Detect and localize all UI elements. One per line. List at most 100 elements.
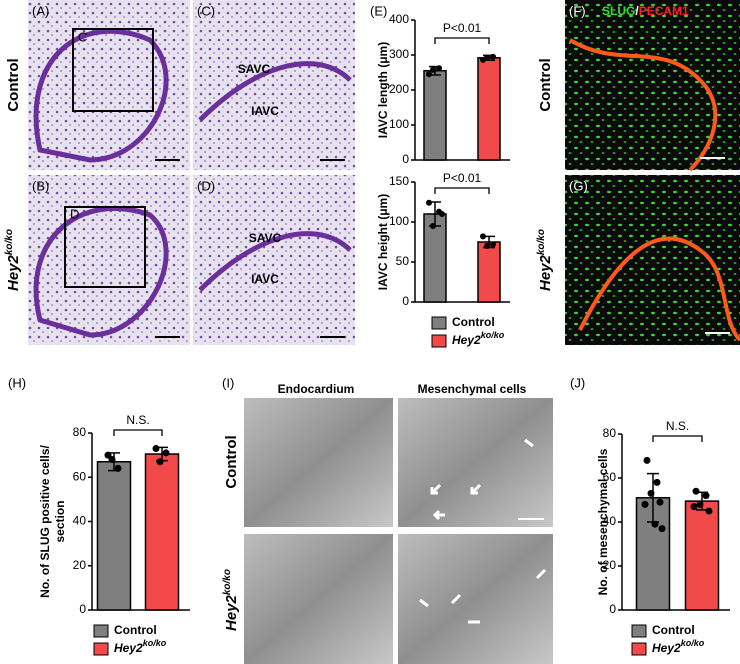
y-axis-label: section	[53, 500, 67, 542]
data-point	[656, 498, 664, 506]
data-point	[426, 199, 432, 206]
stain-slug: SLUG	[602, 4, 635, 18]
y-tick-label: 300	[389, 47, 409, 61]
region-label: SAVC	[238, 62, 271, 76]
legend-sup: ko/ko	[681, 638, 705, 648]
panel-label: (H)	[8, 375, 26, 390]
legend-swatch	[93, 624, 109, 638]
data-point	[692, 487, 700, 495]
data-point	[484, 243, 490, 249]
data-point	[490, 241, 496, 248]
legend-name: Control	[652, 623, 695, 637]
stain-slash: /	[635, 4, 639, 18]
y-tick-label: 60	[73, 469, 87, 483]
legend-sup: ko/ko	[481, 330, 505, 340]
y-tick-label: 0	[402, 294, 409, 308]
data-point	[430, 66, 436, 73]
panel-label: (B)	[32, 178, 49, 193]
bar	[477, 241, 501, 303]
y-tick-label: 150	[389, 174, 409, 188]
y-tick-label: 80	[603, 426, 617, 440]
row-label: Hey2ko/ko	[4, 229, 22, 291]
y-tick-label: 60	[603, 470, 617, 484]
data-point	[658, 525, 666, 533]
data-point	[702, 492, 710, 500]
region-label: SAVC	[249, 231, 282, 245]
annotation-bracket	[434, 187, 490, 194]
data-point	[156, 458, 164, 466]
legend-label: Hey2ko/ko	[652, 638, 705, 655]
fluorescence-panels	[565, 0, 740, 345]
legend-name: Hey2	[452, 333, 481, 347]
annotation: N.S.	[666, 419, 689, 433]
data-point	[643, 456, 651, 464]
stain-pecam: PECAM1	[639, 4, 689, 18]
bar	[477, 57, 501, 161]
legend-name: Control	[114, 623, 157, 637]
y-tick-label: 20	[603, 558, 617, 572]
y-tick-label: 50	[396, 254, 410, 268]
row-label-sup: ko/ko	[4, 229, 15, 255]
row-label: Hey2ko/ko	[222, 569, 240, 631]
legend-swatch	[431, 334, 447, 348]
y-tick-label: 40	[603, 514, 617, 528]
data-point	[439, 211, 445, 217]
panel-label: (G)	[569, 178, 588, 193]
row-label: Control	[5, 58, 22, 111]
panel-label: (I)	[222, 375, 234, 390]
box-label: C	[78, 29, 87, 44]
y-tick-label: 0	[609, 602, 616, 616]
panel-label: (J)	[570, 375, 585, 390]
y-axis-label: No. of mesenchymal cells	[596, 448, 610, 595]
legend-label: Control	[652, 623, 695, 637]
row-label: Control	[223, 435, 240, 488]
row-label-sup: ko/ko	[222, 569, 233, 595]
dic-panels	[244, 398, 553, 664]
column-label: Mesenchymal cells	[418, 382, 527, 396]
annotation: N.S.	[126, 413, 149, 427]
panel-label: (A)	[32, 3, 49, 18]
panel-label: (C)	[197, 3, 215, 18]
bar	[684, 500, 720, 611]
row-label: Hey2ko/ko	[536, 229, 554, 291]
data-point	[436, 65, 442, 72]
bar	[144, 453, 180, 611]
y-tick-label: 20	[73, 558, 87, 572]
y-tick-label: 100	[389, 214, 409, 228]
data-point	[426, 71, 432, 78]
legend-swatch	[631, 624, 647, 638]
y-axis-label: IAVC height (μm)	[376, 194, 390, 290]
box-label: D	[70, 206, 79, 221]
y-tick-label: 200	[389, 82, 409, 96]
region-label: IAVC	[251, 272, 279, 286]
row-label: Control	[537, 58, 554, 111]
legend-name: Hey2	[114, 641, 143, 655]
y-tick-label: 0	[79, 602, 86, 616]
data-point	[647, 489, 655, 497]
y-tick-label: 0	[402, 152, 409, 166]
bar	[96, 461, 132, 611]
legend-label: Control	[452, 315, 495, 329]
data-point	[162, 449, 170, 457]
row-label-main: Hey2	[5, 254, 22, 291]
panel-label: (F)	[569, 3, 586, 18]
annotation-bracket	[652, 435, 703, 442]
bar	[423, 70, 447, 161]
data-point	[690, 503, 698, 511]
row-label-sup: ko/ko	[536, 229, 547, 255]
y-tick-label: 100	[389, 117, 409, 131]
row-label-main: Hey2	[537, 254, 554, 291]
data-point	[490, 53, 496, 60]
annotation-bracket	[113, 429, 163, 436]
data-point	[705, 507, 713, 515]
data-point	[430, 223, 436, 229]
histology-panels	[28, 0, 355, 345]
legend-name: Hey2	[652, 641, 681, 655]
y-axis-label: IAVC length (μm)	[376, 42, 390, 138]
panel-label: (E)	[370, 3, 387, 18]
data-point	[696, 500, 704, 508]
annotation-bracket	[434, 37, 490, 44]
y-tick-label: 40	[73, 514, 87, 528]
data-point	[484, 54, 490, 61]
